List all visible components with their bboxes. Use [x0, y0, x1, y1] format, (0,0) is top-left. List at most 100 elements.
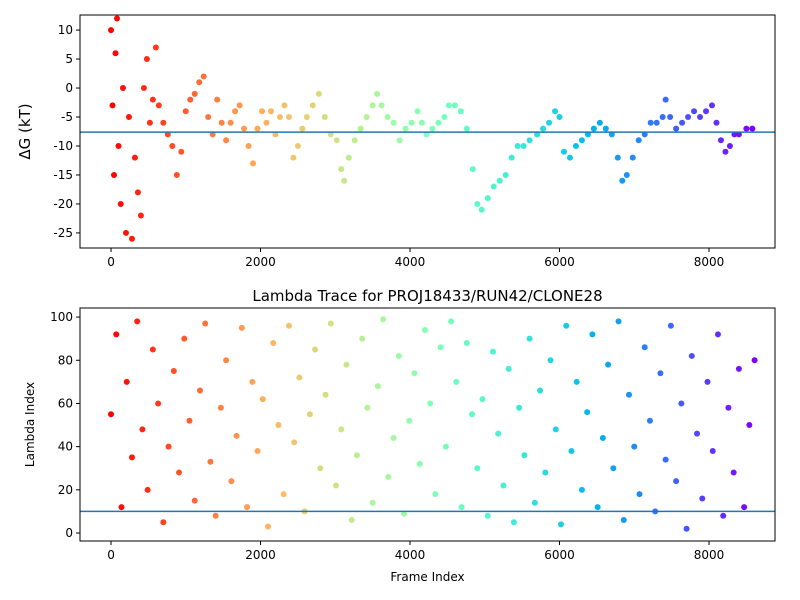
point	[338, 426, 345, 433]
point	[667, 322, 674, 329]
point	[495, 430, 502, 437]
point	[679, 119, 686, 126]
point	[134, 189, 141, 196]
point	[578, 486, 585, 493]
point	[751, 357, 758, 364]
point	[181, 335, 188, 342]
point	[726, 142, 733, 149]
point	[259, 396, 266, 403]
point	[489, 348, 496, 355]
point	[474, 200, 481, 207]
point	[155, 400, 162, 407]
point	[137, 212, 144, 219]
point	[457, 108, 464, 115]
point	[484, 512, 491, 519]
point	[678, 400, 685, 407]
axes-frame	[79, 307, 776, 542]
point	[563, 322, 570, 329]
point	[662, 96, 669, 103]
y-tick-label: 0	[65, 81, 73, 95]
y-tick-label: -10	[53, 139, 73, 153]
point	[605, 361, 612, 368]
point	[619, 177, 626, 184]
point	[720, 512, 727, 519]
point	[516, 404, 523, 411]
point	[490, 183, 497, 190]
point	[272, 131, 279, 138]
y-tick-label: 20	[58, 483, 73, 497]
point	[635, 137, 642, 144]
point	[584, 409, 591, 416]
point	[445, 102, 452, 109]
point	[508, 154, 515, 161]
point	[484, 195, 491, 202]
point	[178, 148, 185, 155]
point	[423, 131, 430, 138]
point	[458, 504, 465, 511]
point	[378, 102, 385, 109]
point	[746, 422, 753, 429]
point	[537, 387, 544, 394]
point	[463, 339, 470, 346]
point	[170, 368, 177, 375]
point	[115, 142, 122, 149]
point	[714, 331, 721, 338]
point	[264, 523, 271, 530]
point	[697, 114, 704, 121]
point	[427, 400, 434, 407]
point	[369, 102, 376, 109]
y-tick-label: 5	[65, 52, 73, 66]
point	[309, 102, 316, 109]
point	[357, 125, 364, 132]
point	[236, 102, 243, 109]
point	[647, 119, 654, 126]
point	[202, 320, 209, 327]
y-axis-label: ΔG (kT)	[16, 103, 34, 159]
point	[223, 137, 230, 144]
point	[510, 519, 517, 526]
point	[139, 426, 146, 433]
point	[285, 114, 292, 121]
point	[406, 417, 413, 424]
point	[594, 504, 601, 511]
point	[187, 96, 194, 103]
point	[584, 131, 591, 138]
point	[165, 443, 172, 450]
point	[160, 519, 167, 526]
point	[374, 383, 381, 390]
y-tick-label: 80	[58, 353, 73, 367]
point	[160, 119, 167, 126]
axes-frame	[79, 14, 776, 249]
point	[200, 73, 207, 80]
point	[749, 125, 756, 132]
point	[312, 346, 319, 353]
point	[117, 200, 124, 207]
point	[306, 411, 313, 418]
point	[296, 374, 303, 381]
point	[578, 137, 585, 144]
point	[285, 322, 292, 329]
point	[228, 478, 235, 485]
point	[218, 119, 225, 126]
point	[526, 335, 533, 342]
point	[254, 447, 261, 454]
point	[250, 160, 257, 167]
x-tick-label: 6000	[544, 255, 575, 269]
point	[411, 370, 418, 377]
point	[369, 499, 376, 506]
point	[232, 108, 239, 115]
point	[280, 491, 287, 498]
point	[596, 119, 603, 126]
point	[526, 137, 533, 144]
point	[599, 434, 606, 441]
point	[688, 352, 695, 359]
point	[270, 339, 277, 346]
point	[568, 447, 575, 454]
point	[385, 473, 392, 480]
point	[109, 102, 116, 109]
point	[590, 125, 597, 132]
point	[118, 504, 125, 511]
point	[469, 411, 476, 418]
point	[112, 50, 119, 57]
